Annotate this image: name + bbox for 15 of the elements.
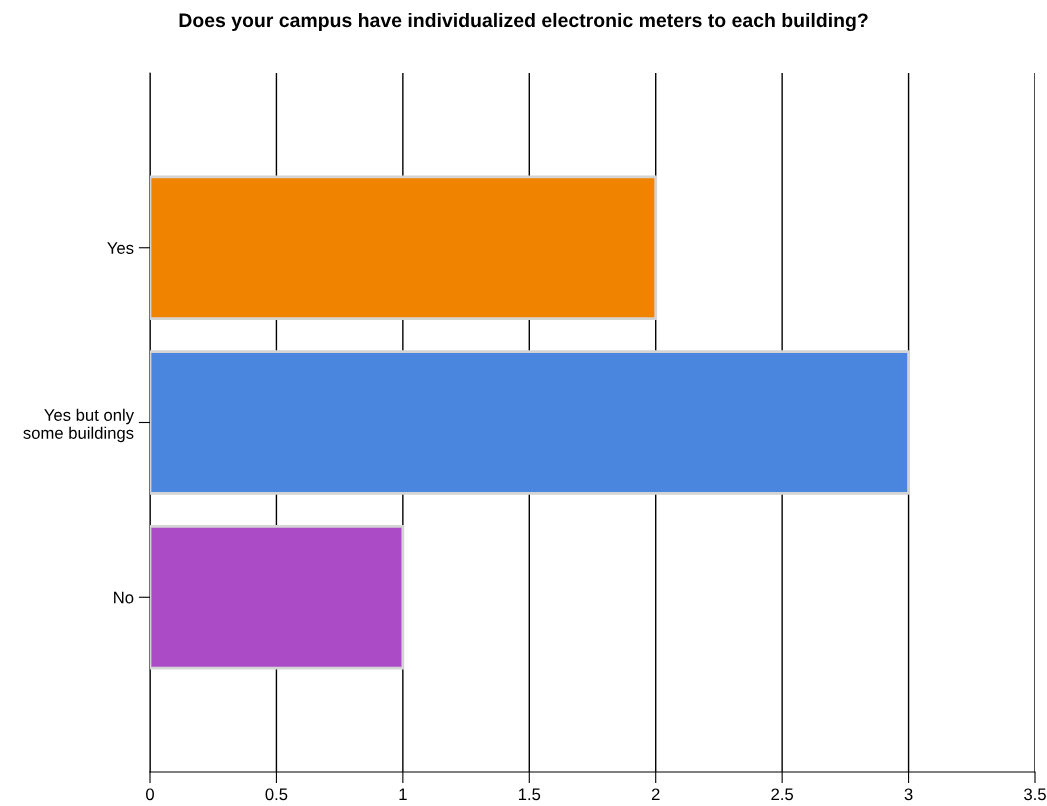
x-tick-label: 0.5 bbox=[265, 788, 288, 801]
y-tick-label: Yes but only some buildings bbox=[23, 408, 134, 443]
y-tick-label: Yes bbox=[107, 242, 134, 254]
x-tick-label: 2.5 bbox=[771, 788, 794, 801]
x-tick-label: 1 bbox=[399, 788, 407, 801]
y-tick-label: No bbox=[114, 591, 134, 604]
x-tick-label: 0 bbox=[146, 788, 154, 801]
bar bbox=[150, 175, 658, 320]
x-tick-label: 1.5 bbox=[518, 788, 541, 801]
x-tick-label: 3.5 bbox=[1024, 788, 1046, 801]
bar bbox=[150, 350, 910, 495]
x-tick-label: 2 bbox=[651, 788, 660, 801]
x-tick-label: 3 bbox=[904, 788, 913, 801]
chart-title: Does your campus have individualized electronic meters to each building? bbox=[179, 12, 868, 32]
bar bbox=[150, 525, 405, 670]
